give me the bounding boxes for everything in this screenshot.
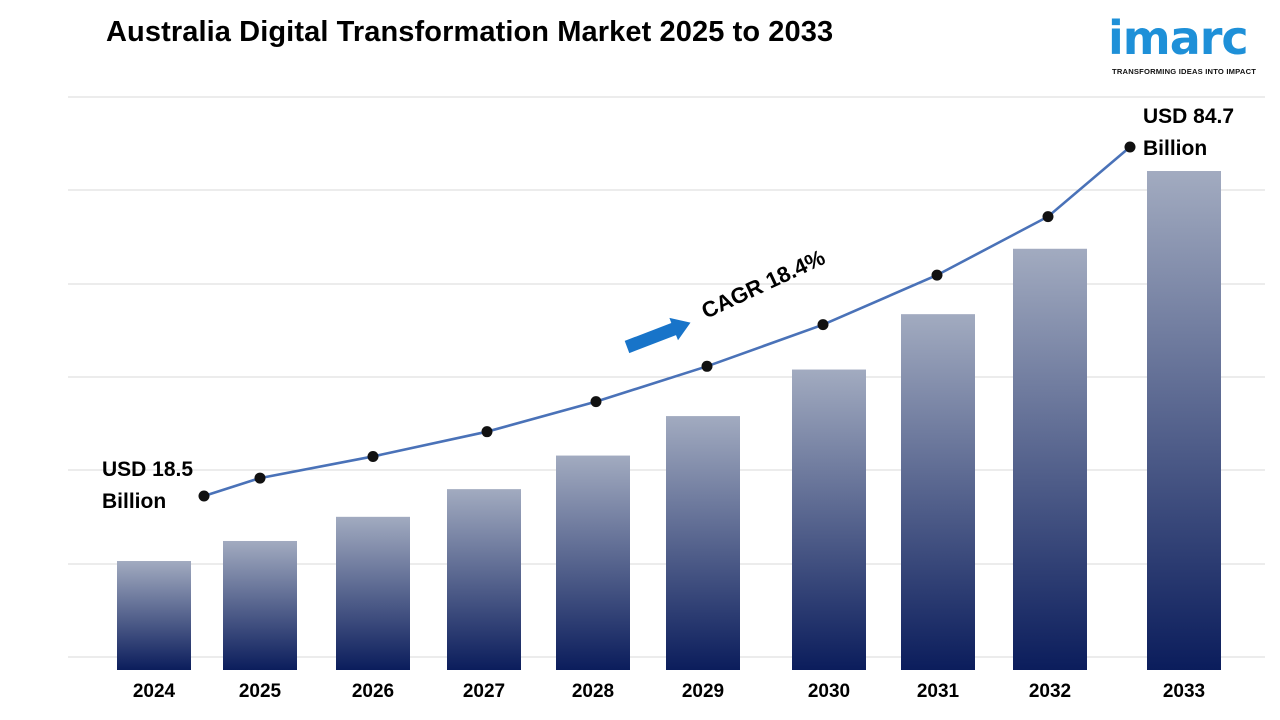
trend-point-2025 (254, 472, 266, 484)
x-tick-label: 2028 (572, 681, 614, 702)
bar-2025 (223, 540, 297, 670)
start-value-line-2: Billion (102, 490, 166, 513)
x-axis-labels: 2024 2025 2026 2027 2028 2029 2030 2031 2032 2033 (133, 681, 1205, 702)
start-value-label: USD 18.5 Billion (102, 458, 193, 513)
imarc-logo: imarc TRANSFORMING IDEAS INTO IMPACT (1108, 8, 1274, 78)
x-tick-label: 2029 (682, 681, 724, 702)
x-tick-label: 2031 (917, 681, 960, 702)
trend-point-2024 (198, 490, 210, 502)
bars (117, 171, 1221, 670)
trend-point-2029 (701, 360, 713, 372)
trend-point-2026 (367, 450, 379, 462)
cagr-annotation: CAGR 18.4% (624, 245, 829, 354)
cagr-arrow-icon (624, 317, 691, 354)
x-tick-label: 2024 (133, 681, 176, 702)
trend-point-2032 (1042, 211, 1054, 223)
end-value-line-2: Billion (1143, 137, 1207, 160)
trend-point-2030 (817, 319, 829, 331)
start-value-line-1: USD 18.5 (102, 458, 193, 481)
x-tick-label: 2033 (1163, 681, 1205, 702)
x-tick-label: 2032 (1029, 681, 1071, 702)
trend-points (198, 141, 1136, 502)
x-tick-label: 2025 (239, 681, 282, 702)
x-tick-label: 2030 (808, 681, 850, 702)
x-tick-label: 2027 (463, 681, 505, 702)
chart-title: Australia Digital Transformation Market … (106, 16, 834, 48)
trend-point-2027 (481, 426, 493, 438)
bar-2026 (336, 516, 410, 670)
bar-2030 (792, 369, 866, 670)
trend-line (203, 146, 1131, 498)
bar-2024 (117, 561, 191, 670)
end-value-label: USD 84.7 Billion (1143, 105, 1234, 160)
bar-2033 (1147, 171, 1221, 670)
trend-point-2033 (1124, 141, 1136, 153)
logo-tagline: TRANSFORMING IDEAS INTO IMPACT (1112, 67, 1257, 76)
bar-2032 (1013, 248, 1087, 670)
bar-2028 (556, 455, 630, 670)
end-value-line-1: USD 84.7 (1143, 105, 1234, 128)
bar-2031 (901, 314, 975, 670)
bar-2027 (447, 489, 521, 670)
logo-wordmark: imarc (1108, 11, 1249, 65)
x-tick-label: 2026 (352, 681, 394, 702)
trend-point-2028 (590, 396, 602, 408)
bar-2029 (666, 416, 740, 670)
trend-point-2031 (931, 269, 943, 281)
